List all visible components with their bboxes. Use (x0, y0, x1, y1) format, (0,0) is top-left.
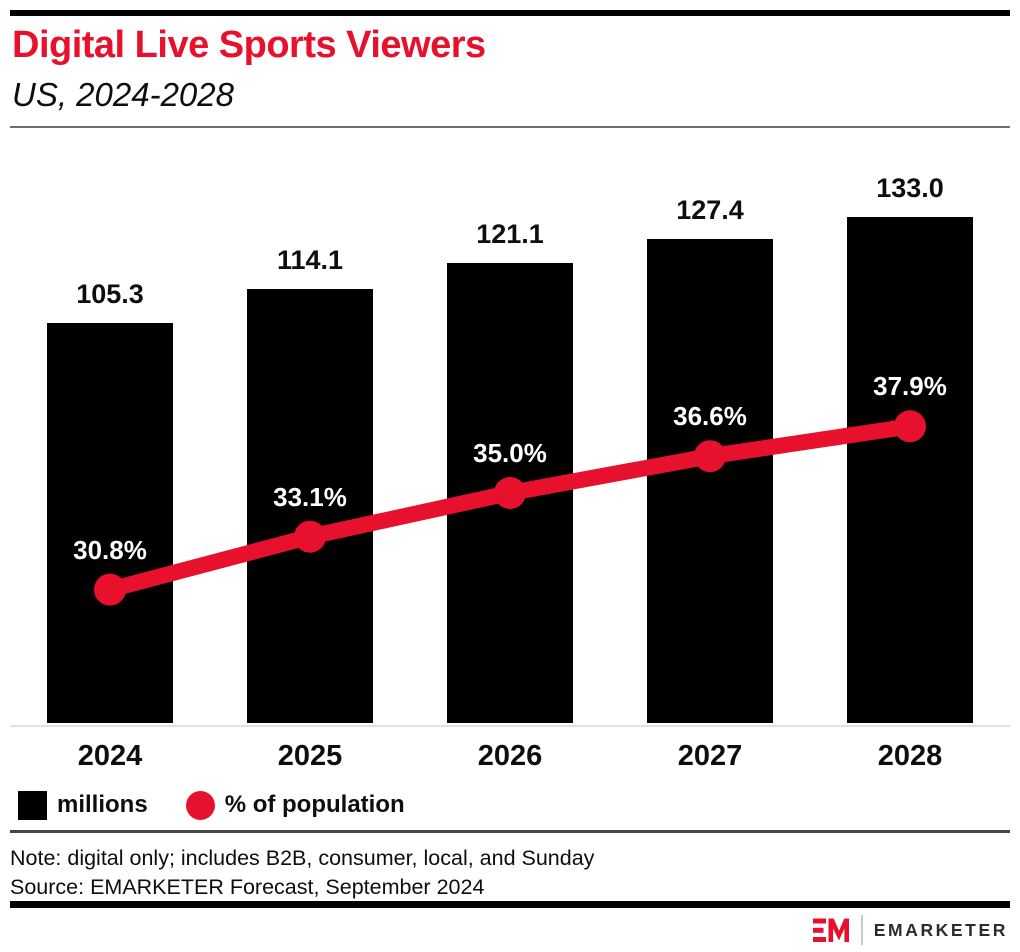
header-divider (10, 126, 1010, 128)
bar-2026 (447, 263, 573, 723)
legend-label-percent: % of population (224, 791, 405, 818)
brand-footer: EMARKETER (812, 913, 1008, 947)
x-axis-label-2026: 2026 (477, 740, 543, 772)
legend-bar-swatch-icon (18, 790, 47, 820)
bar-value-label-2027: 127.4 (676, 195, 744, 225)
line-value-label-2028: 37.9% (873, 371, 947, 402)
chart-subtitle: US, 2024-2028 (12, 76, 234, 113)
source-text: Source: EMARKETER Forecast, September 20… (10, 875, 485, 899)
line-value-label-2025: 33.1% (273, 481, 347, 512)
bar-value-label-2026: 121.1 (476, 219, 544, 249)
footer-bar-rule (10, 901, 1010, 908)
line-value-label-2026: 35.0% (473, 438, 547, 468)
chart-legend: millions % of population (18, 790, 405, 820)
bar-2028 (847, 217, 973, 723)
brand-name: EMARKETER (873, 919, 1008, 940)
note-text: Note: digital only; includes B2B, consum… (10, 846, 595, 870)
x-axis-label-2025: 2025 (277, 740, 343, 772)
emarketer-logo-icon (812, 918, 849, 942)
legend-line-swatch-icon (185, 790, 215, 820)
legend-divider (10, 830, 1010, 833)
chart-title: Digital Live Sports Viewers (12, 24, 486, 66)
brand-divider (860, 915, 863, 945)
bar-value-label-2024: 105.3 (76, 279, 144, 309)
x-axis-label-2024: 2024 (77, 740, 143, 772)
line-value-label-2027: 36.6% (673, 401, 747, 432)
x-axis-line (10, 725, 1010, 727)
line-value-label-2024: 30.8% (73, 534, 147, 565)
bar-2024 (47, 323, 173, 723)
bar-value-label-2025: 114.1 (276, 245, 344, 275)
top-bar-rule (10, 10, 1010, 16)
x-axis-label-2028: 2028 (877, 740, 943, 772)
bar-value-label-2028: 133.0 (876, 173, 944, 203)
legend-label-millions: millions (57, 791, 148, 818)
bar-2027 (647, 239, 773, 723)
x-axis-label-2027: 2027 (677, 740, 743, 772)
